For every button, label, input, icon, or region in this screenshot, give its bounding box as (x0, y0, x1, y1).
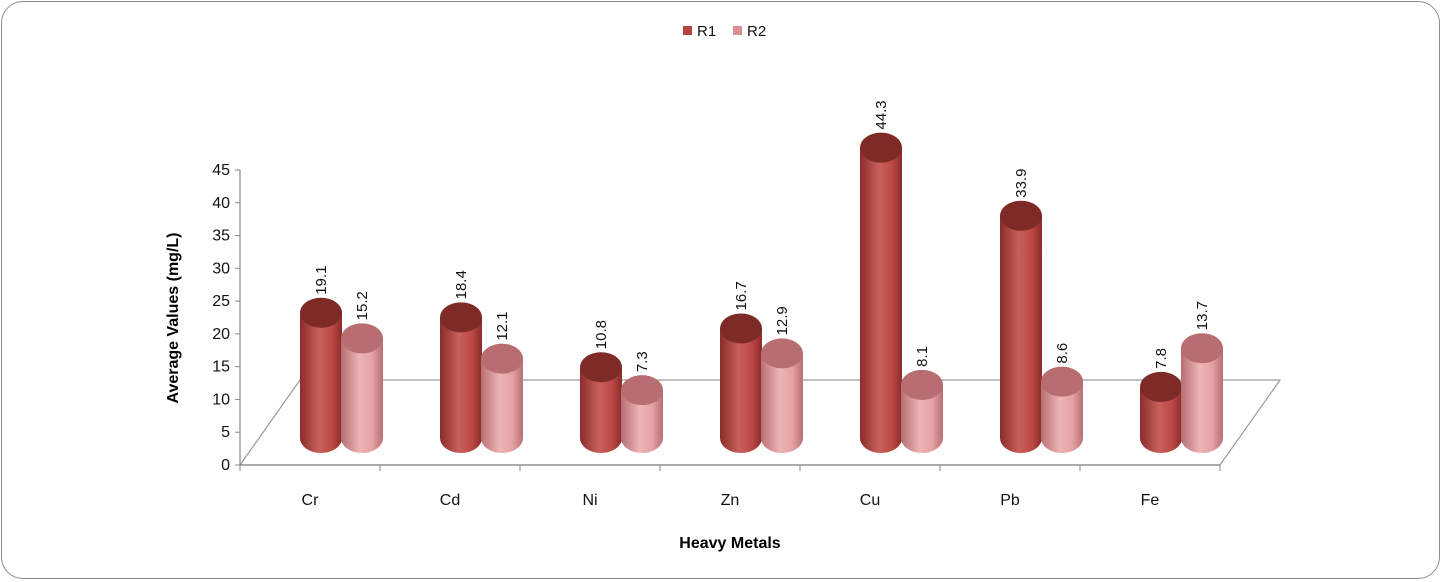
bar-R1-Pb (1000, 200, 1042, 453)
data-label: 18.4 (453, 270, 470, 299)
data-label: 15.2 (354, 291, 371, 320)
y-tick-label: 5 (221, 424, 230, 441)
bar-body (621, 390, 663, 453)
bar-top (1140, 371, 1182, 402)
bar-top (580, 352, 622, 383)
x-tick-label: Zn (721, 492, 740, 509)
y-tick-label: 20 (212, 326, 230, 343)
bar-top (300, 297, 342, 328)
data-label: 33.9 (1013, 169, 1030, 198)
x-axis-title: Heavy Metals (679, 535, 780, 552)
bar-top (1000, 200, 1042, 231)
legend-swatch-R1 (683, 26, 692, 35)
x-tick-label: Pb (1000, 492, 1020, 509)
bar-R1-Cu (860, 132, 902, 454)
bar-R2-Pb (1041, 366, 1083, 453)
bar-top (440, 302, 482, 333)
y-tick-label: 10 (212, 391, 230, 408)
bar-body (1000, 215, 1042, 453)
bar-top (621, 375, 663, 406)
y-tick-label: 25 (212, 293, 230, 310)
x-tick-label: Cu (860, 492, 880, 509)
bar-R1-Zn (720, 313, 762, 453)
x-axis: Cr Cd Ni Zn Cu Pb Fe (239, 464, 1221, 509)
x-tick-label: Cd (440, 492, 460, 509)
data-label: 12.9 (774, 306, 791, 335)
y-tick-label: 0 (221, 457, 230, 474)
bar-R1-Fe (1140, 371, 1182, 453)
legend: R1 R2 (683, 23, 766, 40)
data-label: 12.1 (494, 311, 511, 340)
bar-top (341, 323, 383, 354)
bar-body (341, 338, 383, 453)
bar-top (1181, 333, 1223, 364)
x-tick-label: Fe (1141, 492, 1160, 509)
legend-label-R2: R2 (747, 23, 766, 40)
bar-body (901, 384, 943, 453)
y-axis: 0 5 10 15 20 25 30 35 40 45 (212, 162, 241, 474)
legend-swatch-R2 (733, 26, 742, 35)
data-label: 16.7 (733, 281, 750, 310)
bar-top (720, 313, 762, 344)
data-label: 10.8 (593, 320, 610, 349)
bar-R2-Zn (761, 338, 803, 453)
bar-R2-Fe (1181, 333, 1223, 453)
bar-R2-Cr (341, 323, 383, 453)
data-label: 8.1 (914, 346, 931, 367)
bar-body (1181, 348, 1223, 453)
y-tick-label: 35 (212, 228, 230, 245)
bar-top (761, 338, 803, 369)
data-label: 7.8 (1153, 348, 1170, 369)
bar-R2-Cd (481, 343, 523, 453)
y-tick-label: 30 (212, 260, 230, 277)
data-label: 13.7 (1194, 301, 1211, 330)
bar-body (300, 312, 342, 453)
bar-top (901, 369, 943, 400)
data-label: 44.3 (873, 100, 890, 129)
bar-body (580, 367, 622, 453)
legend-label-R1: R1 (697, 23, 716, 40)
bar-top (1041, 366, 1083, 397)
bar-R1-Ni (580, 352, 622, 453)
data-label: 19.1 (313, 266, 330, 295)
bar-top (860, 132, 902, 163)
bars-group (300, 132, 1223, 454)
y-tick-label: 15 (212, 359, 230, 376)
bar-top (481, 343, 523, 374)
x-tick-label: Cr (302, 492, 320, 509)
bar-body (1041, 381, 1083, 453)
bar-body (1140, 386, 1182, 453)
data-label: 8.6 (1054, 343, 1071, 364)
bar-body (481, 358, 523, 453)
bar-R1-Cd (440, 302, 482, 453)
y-axis-title: Average Values (mg/L) (165, 232, 182, 403)
bar-R2-Cu (901, 369, 943, 453)
data-label: 7.3 (634, 351, 651, 372)
bar-body (720, 328, 762, 453)
data-labels: 19.1 15.2 18.4 12.1 10.8 7.3 16.7 12.9 44.3 8.1 33… (313, 100, 1211, 372)
bar-body (440, 317, 482, 453)
bar-body (761, 353, 803, 453)
y-tick-label: 40 (212, 195, 230, 212)
y-tick-label: 45 (212, 162, 230, 179)
x-tick-label: Ni (582, 492, 597, 509)
bar-R2-Ni (621, 375, 663, 453)
bar-R1-Cr (300, 297, 342, 453)
bar-body (860, 147, 902, 454)
